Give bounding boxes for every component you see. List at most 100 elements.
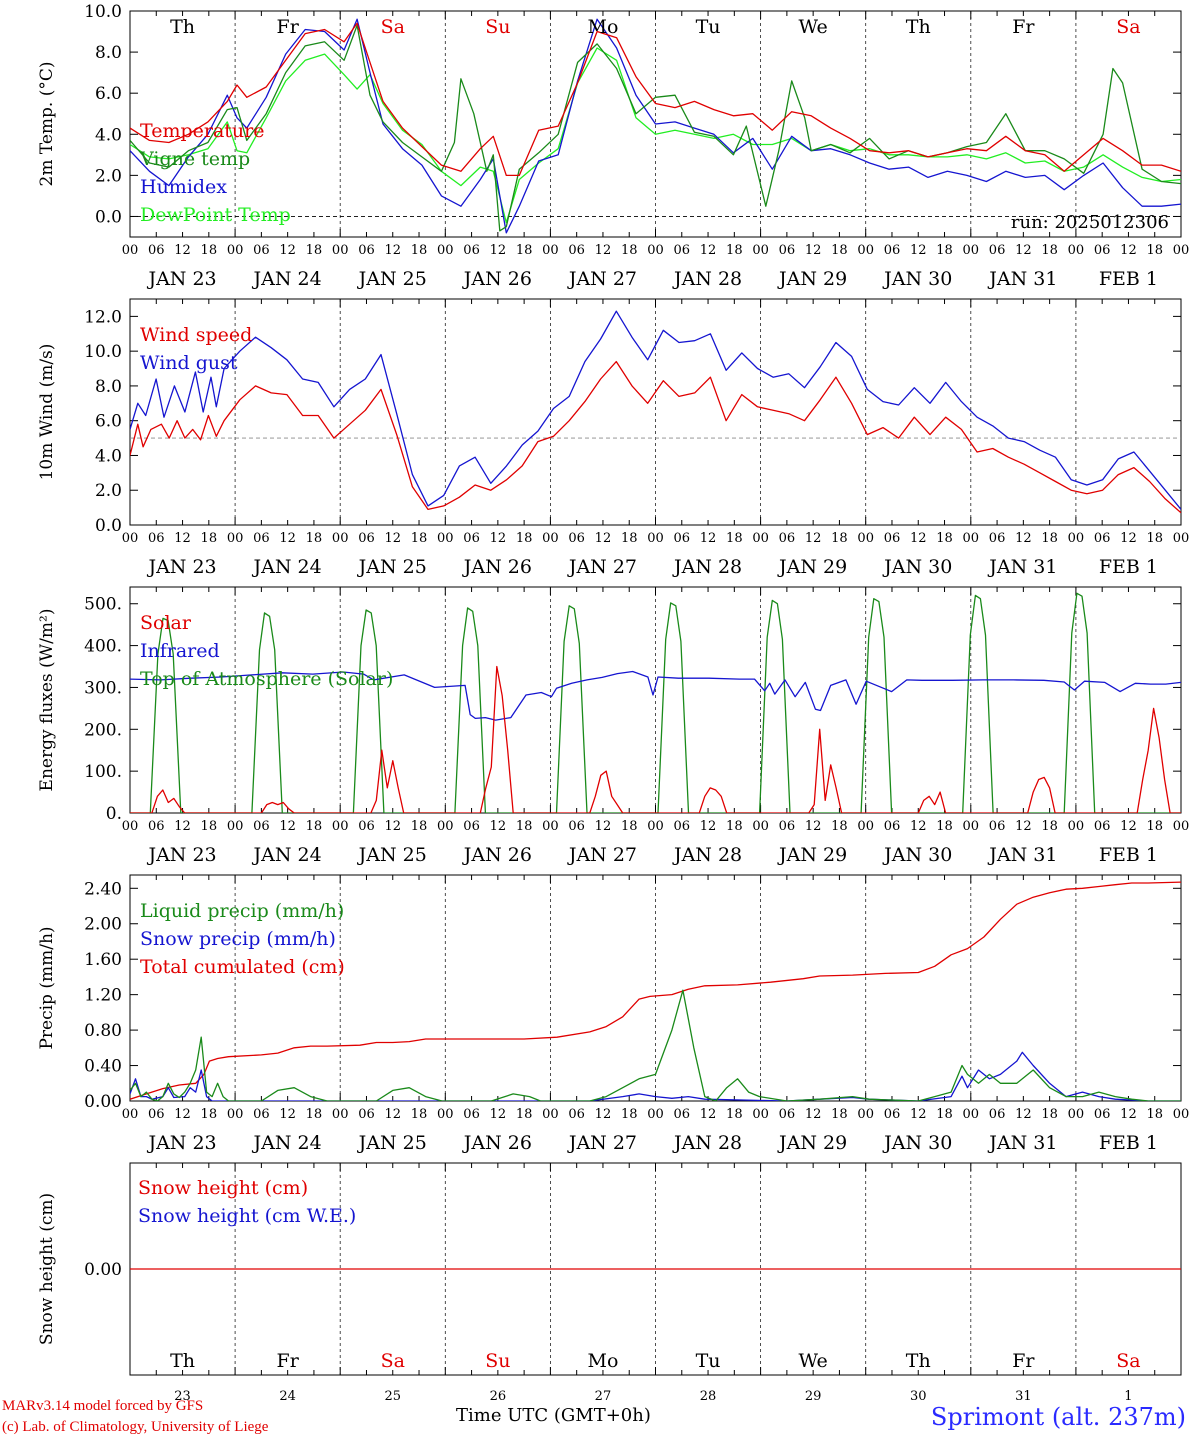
date-label: JAN 23: [146, 1132, 216, 1154]
date-label: JAN 30: [882, 1132, 952, 1154]
date-label: JAN 29: [777, 844, 847, 866]
hour-tick-label: 06: [253, 531, 270, 546]
day-number-label: 25: [384, 1389, 401, 1404]
legend-entry: Total cumulated (cm): [140, 956, 345, 978]
y-tick-label: 2.40: [84, 879, 122, 899]
y-axis-label: Energy fluxes (W/m²): [37, 609, 57, 792]
hour-tick-label: 18: [831, 243, 848, 258]
series-layer: [130, 18, 1181, 234]
series-line-snow-precip-mm-h: [130, 1051, 1181, 1101]
series-line-wind-speed: [130, 360, 1181, 514]
hour-tick-label: 06: [779, 531, 796, 546]
hour-tick-label: 00: [963, 243, 980, 258]
hour-tick-label: 12: [595, 819, 612, 834]
hour-tick-label: 12: [279, 819, 296, 834]
y-tick-label: 10.0: [84, 342, 122, 362]
day-number-label: 29: [805, 1389, 822, 1404]
y-tick-label: 0.0: [95, 207, 122, 227]
hour-tick-label: 12: [805, 1107, 822, 1122]
legend-entry: Snow height (cm): [138, 1177, 308, 1199]
legend-entry: Solar: [140, 612, 192, 634]
legend-entry: Top of Atmosphere (Solar): [140, 668, 393, 690]
hour-tick-label: 12: [174, 1107, 191, 1122]
hour-tick-label: 18: [411, 819, 428, 834]
date-label: JAN 31: [987, 268, 1057, 290]
day-name-label: Th: [906, 1350, 931, 1372]
hour-tick-label: 00: [752, 1107, 769, 1122]
day-number-label: 27: [595, 1389, 612, 1404]
hour-tick-label: 06: [989, 243, 1006, 258]
y-tick-label: 0.0: [95, 516, 122, 536]
hour-tick-label: 12: [910, 531, 927, 546]
hour-tick-label: 12: [174, 819, 191, 834]
hour-tick-label: 00: [1068, 1107, 1085, 1122]
date-label: JAN 26: [462, 1132, 532, 1154]
x-axis-title: Time UTC (GMT+0h): [456, 1405, 651, 1426]
hour-tick-label: 06: [989, 531, 1006, 546]
hour-tick-label: 18: [831, 819, 848, 834]
day-name-label: Mo: [587, 16, 618, 38]
hour-tick-label: 18: [621, 819, 638, 834]
date-label: JAN 26: [462, 268, 532, 290]
series-layer: [130, 310, 1181, 514]
hour-tick-label: 00: [963, 819, 980, 834]
day-number-label: 30: [910, 1389, 927, 1404]
hour-tick-label: 18: [621, 531, 638, 546]
hour-tick-label: 18: [831, 531, 848, 546]
hour-tick-label: 12: [1015, 1107, 1032, 1122]
hour-tick-label: 12: [279, 1107, 296, 1122]
hour-tick-label: 18: [201, 243, 218, 258]
hour-tick-label: 18: [411, 243, 428, 258]
hour-tick-label: 18: [726, 819, 743, 834]
series-line-vigne-temp: [130, 24, 1181, 232]
y-tick-label: 4.0: [95, 446, 122, 466]
date-label: JAN 28: [672, 556, 742, 578]
hour-tick-label: 18: [936, 819, 953, 834]
hour-tick-label: 06: [1094, 531, 1111, 546]
hour-tick-label: 18: [1041, 819, 1058, 834]
legend-entry: Wind speed: [140, 324, 252, 346]
hour-tick-label: 00: [857, 531, 874, 546]
hour-tick-label: 18: [726, 243, 743, 258]
hour-tick-label: 18: [306, 243, 323, 258]
date-label: JAN 23: [146, 844, 216, 866]
date-label: JAN 30: [882, 268, 952, 290]
date-label: JAN 26: [462, 556, 532, 578]
date-label: JAN 27: [567, 844, 637, 866]
day-name-label: Sa: [1116, 1350, 1140, 1372]
y-tick-label: 1.60: [84, 950, 122, 970]
hour-tick-label: 06: [358, 243, 375, 258]
series-line-top-of-atmosphere-solar: [130, 592, 1181, 813]
series-line-liquid-precip-mm-h: [130, 989, 1181, 1101]
hour-tick-label: 18: [1041, 1107, 1058, 1122]
panel-wind: [129, 298, 1182, 526]
y-tick-label: 100.: [84, 762, 122, 782]
hour-tick-label: 06: [674, 243, 691, 258]
day-name-label: Su: [485, 1350, 510, 1372]
hour-tick-label: 12: [490, 531, 507, 546]
hour-tick-label: 18: [411, 1107, 428, 1122]
date-label: JAN 25: [357, 556, 427, 578]
date-label: FEB 1: [1099, 1132, 1158, 1154]
hour-tick-label: 00: [963, 1107, 980, 1122]
y-tick-label: 300.: [84, 678, 122, 698]
hour-tick-label: 06: [1094, 819, 1111, 834]
hour-tick-label: 18: [201, 1107, 218, 1122]
date-label: JAN 26: [462, 844, 532, 866]
hour-tick-label: 18: [516, 243, 533, 258]
panel-precip: [129, 874, 1182, 1102]
date-label: FEB 1: [1099, 268, 1158, 290]
hour-tick-label: 12: [279, 243, 296, 258]
hour-tick-label: 00: [542, 243, 559, 258]
hour-tick-label: 18: [1146, 531, 1163, 546]
hour-tick-label: 12: [174, 243, 191, 258]
hour-tick-label: 18: [726, 531, 743, 546]
hour-tick-label: 06: [463, 531, 480, 546]
legend-entry: Wind gust: [140, 352, 238, 374]
hour-tick-label: 18: [936, 531, 953, 546]
hour-tick-label: 00: [122, 819, 139, 834]
day-name-label: Tu: [696, 16, 721, 38]
day-name-label: Fr: [1012, 16, 1035, 38]
hour-tick-label: 06: [253, 243, 270, 258]
hour-tick-label: 12: [490, 819, 507, 834]
